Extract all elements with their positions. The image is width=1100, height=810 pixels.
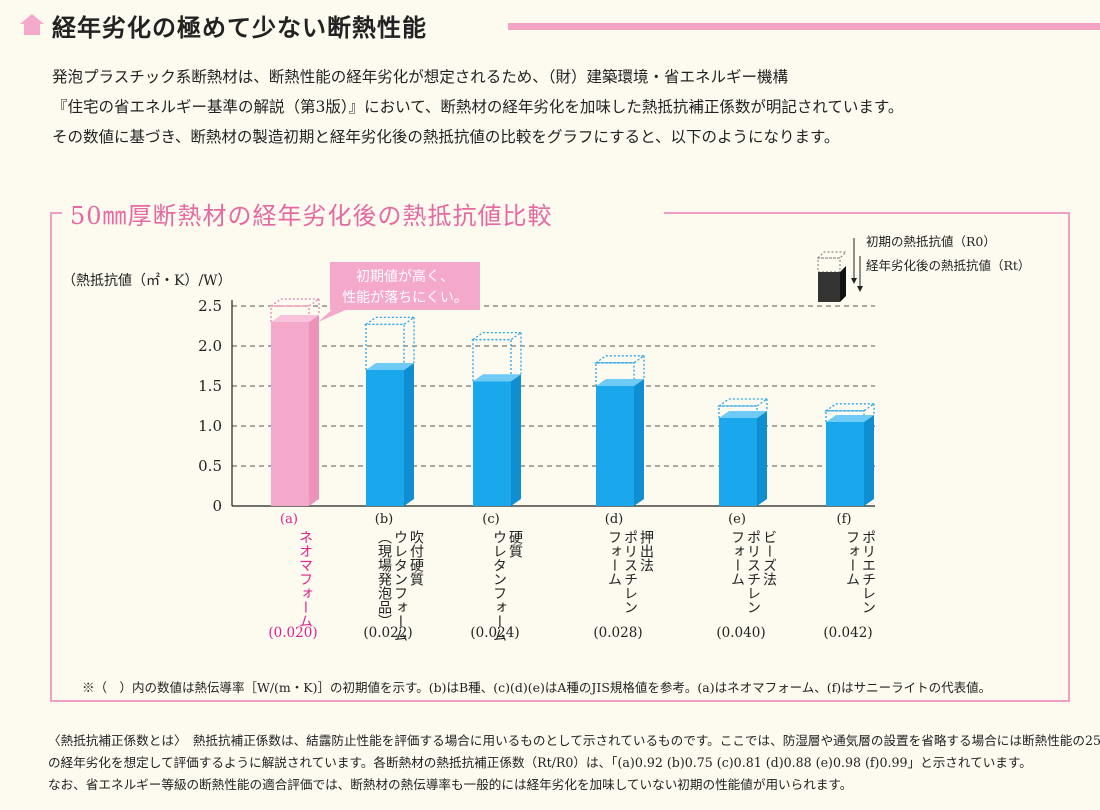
category-name-line: 吹付硬質 (408, 530, 424, 587)
bar-front (596, 386, 634, 506)
intro-text: 発泡プラスチック系断熱材は、断熱性能の経年劣化が想定されるため、（財）建築環境・… (52, 62, 1072, 152)
chart-note: ※（ ）内の数値は熱伝導率［W/(m・K)］の初期値を示す。(b)はB種、(c)… (82, 680, 992, 695)
bar-top (366, 363, 414, 370)
bar-side (757, 411, 767, 506)
intro-line-2: 『住宅の省エネルギー基準の解説（第3版）』において、断熱材の経年劣化を加味した熱… (52, 98, 904, 116)
conductivity-label: (0.024) (470, 625, 519, 641)
category-letter: (a) (280, 512, 298, 527)
section-heading: 経年劣化の極めて少ない断熱性能 (20, 8, 1100, 42)
bar-top (473, 374, 521, 382)
y-tick-label: 0.5 (198, 457, 222, 475)
footer-line-1: 〈熱抵抗補正係数とは〉 熱抵抗補正係数は、結露防止性能を評価する場合に用いるもの… (48, 733, 1100, 748)
bar-front (473, 381, 511, 506)
initial-top-outline (363, 316, 417, 326)
category-letter: (f) (837, 512, 852, 527)
legend-label-degraded: 経年劣化後の熱抵抗値（Rt） (866, 258, 1030, 273)
category-letter: (e) (728, 512, 746, 527)
legend-initial-front (817, 257, 841, 273)
footer-text: 〈熱抵抗補正係数とは〉 熱抵抗補正係数は、結露防止性能を評価する場合に用いるもの… (48, 730, 1100, 796)
legend-label-initial: 初期の熱抵抗値（R0） (866, 234, 996, 249)
annotation-line: 性能が落ちにくい。 (342, 290, 468, 306)
category-name-line: ビーズ法 (761, 530, 777, 586)
bar-front (271, 322, 309, 506)
category-name-line: フォーム (606, 530, 622, 586)
initial-top-outline (823, 403, 877, 412)
category-name-line: ポリエチレン (860, 530, 876, 614)
category-name-line: フォーム (729, 530, 745, 586)
bar-top (596, 379, 644, 386)
bar-top (271, 315, 319, 322)
footer-line-3: なお、省エネルギー等級の断熱性能の適合評価では、断熱材の熱伝導率も一般的には経年… (48, 777, 853, 792)
initial-front-outline (595, 362, 635, 386)
conductivity-label: (0.028) (593, 625, 642, 641)
bar-top (826, 415, 874, 422)
bar-front (826, 422, 864, 506)
bar-front (366, 370, 404, 506)
bar-front (719, 418, 757, 506)
category-name-line: ウレタンフォーム (392, 530, 408, 642)
annotation-line: 初期値が高く、 (356, 268, 454, 285)
bar-side (864, 415, 874, 506)
chart-title: 50㎜厚断熱材の経年劣化後の熱抵抗値比較 (70, 202, 553, 230)
conductivity-label: (0.020) (268, 625, 317, 641)
initial-front-outline (270, 305, 310, 322)
conductivity-label: (0.022) (363, 625, 412, 641)
legend-degraded-front (818, 272, 840, 302)
initial-top-outline (470, 331, 524, 341)
page-title: 経年劣化の極めて少ない断熱性能 (52, 13, 427, 42)
category-name-line: ポリスチレン (622, 530, 638, 614)
footer-line-2: の経年劣化を想定して評価するように解説されています。各断熱材の熱抵抗補正係数（R… (48, 755, 1032, 770)
y-tick-label: 2.5 (198, 297, 222, 315)
panel-border-top-left (50, 212, 62, 214)
bar-top (719, 411, 767, 418)
y-axis-label: （熱抵抗値（㎡・K）/W） (62, 273, 232, 289)
category-name-line: ポリスチレン (745, 530, 761, 614)
title-rule (508, 23, 1100, 30)
category-letter: (c) (482, 512, 499, 527)
legend-arrowhead-rt (857, 286, 863, 292)
annotation-box (330, 262, 480, 310)
category-name-line: 硬質 (507, 530, 523, 559)
bar-side (634, 379, 644, 506)
conductivity-label: (0.042) (823, 625, 872, 641)
annotation-pointer (318, 308, 350, 322)
category-name-line: ウレタンフォーム (491, 530, 507, 642)
intro-line-3: その数値に基づき、断熱材の製造初期と経年劣化後の熱抵抗値の比較をグラフにすると、… (52, 128, 840, 146)
initial-front-outline (825, 410, 865, 422)
category-letter: (d) (605, 512, 623, 527)
category-name-line: 押出法 (638, 530, 654, 572)
y-tick-label: 1.0 (198, 417, 222, 435)
intro-line-1: 発泡プラスチック系断熱材は、断熱性能の経年劣化が想定されるため、（財）建築環境・… (52, 68, 788, 86)
category-name-line: （現場発泡品） (376, 530, 392, 628)
category-letter: (b) (375, 512, 393, 527)
conductivity-label: (0.040) (716, 625, 765, 641)
legend-initial-top (816, 251, 848, 259)
bar-side (404, 363, 414, 506)
y-tick-label: 0 (212, 497, 222, 515)
panel-border-top-right (664, 212, 1068, 214)
category-name-line: ネオマフォーム (297, 530, 313, 628)
category-name-line: フォーム (844, 530, 860, 586)
initial-top-outline (593, 355, 647, 364)
legend-degraded-side (840, 266, 846, 302)
initial-front-outline (472, 338, 512, 382)
y-tick-label: 2.0 (198, 337, 222, 355)
initial-front-outline (365, 323, 405, 370)
bar-side (309, 315, 319, 506)
bar-side (511, 374, 521, 506)
house-icon (20, 14, 44, 35)
chart-panel (50, 212, 1070, 702)
initial-top-outline (268, 298, 322, 307)
y-tick-label: 1.5 (198, 377, 222, 395)
initial-top-outline (716, 398, 770, 407)
legend-arrowhead-r0 (851, 278, 857, 284)
